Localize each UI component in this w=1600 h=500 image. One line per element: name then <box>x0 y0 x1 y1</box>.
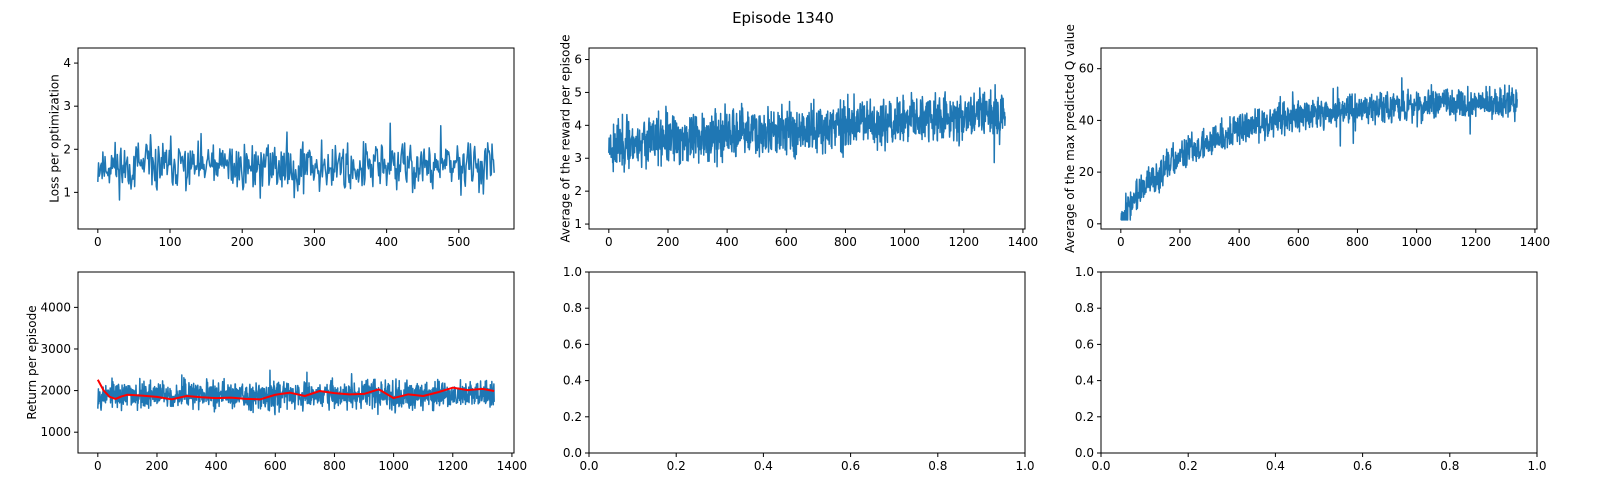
figure-title: Episode 1340 <box>732 9 834 27</box>
x-tick-label: 100 <box>159 235 182 249</box>
y-tick-label: 1000 <box>40 425 71 439</box>
axes-frame <box>77 271 515 454</box>
y-tick-label: 1 <box>63 185 71 199</box>
y-tick-label: 3 <box>574 151 582 165</box>
x-tick-label: 0.0 <box>579 459 598 473</box>
axes-frame <box>1100 271 1538 454</box>
x-tick-label: 1200 <box>437 459 468 473</box>
x-tick-label: 1000 <box>1401 235 1432 249</box>
y-axis-label: Loss per optimization <box>48 74 62 203</box>
y-axis-label: Average of the max predicted Q value <box>1063 24 1077 253</box>
x-tick-label: 0 <box>94 235 102 249</box>
axes-frame <box>588 271 1026 454</box>
x-tick-label: 1400 <box>1008 235 1039 249</box>
x-tick-label: 400 <box>375 235 398 249</box>
y-tick-label: 0.4 <box>563 374 582 388</box>
y-tick-label: 1 <box>574 217 582 231</box>
x-tick-label: 0.8 <box>1440 459 1459 473</box>
y-tick-label: 4 <box>63 56 71 70</box>
x-tick-label: 400 <box>716 235 739 249</box>
y-axis-label: Return per episode <box>25 305 39 419</box>
y-tick-label: 0.8 <box>1075 301 1094 315</box>
x-tick-label: 600 <box>264 459 287 473</box>
y-tick-label: 3000 <box>40 342 71 356</box>
x-tick-label: 0.8 <box>928 459 947 473</box>
series-qvalue-line <box>1120 77 1518 221</box>
x-tick-label: 0.2 <box>1179 459 1198 473</box>
x-tick-label: 400 <box>1228 235 1251 249</box>
y-tick-label: 40 <box>1079 113 1094 127</box>
subplot-empty-1: 0.0 0.2 0.4 0.6 0.8 1.0 0.0 0.2 0.4 0.6 0.8 1.0 <box>563 265 1035 473</box>
x-tick-label: 800 <box>323 459 346 473</box>
y-tick-label: 2 <box>574 184 582 198</box>
y-tick-label: 3 <box>63 99 71 113</box>
y-tick-label: 2 <box>63 142 71 156</box>
y-tick-label: 0.0 <box>563 446 582 460</box>
y-tick-label: 60 <box>1079 62 1094 76</box>
y-tick-label: 0.8 <box>563 301 582 315</box>
y-tick-label: 0.2 <box>1075 410 1094 424</box>
y-tick-label: 2000 <box>40 384 71 398</box>
series-return-average-line <box>96 379 495 401</box>
series-reward-line <box>608 84 1006 173</box>
axes-frame <box>77 47 515 230</box>
x-tick-label: 500 <box>447 235 470 249</box>
x-tick-label: 0.6 <box>841 459 860 473</box>
subplot-empty-2: 0.0 0.2 0.4 0.6 0.8 1.0 0.0 0.2 0.4 0.6 0.8 1.0 <box>1075 265 1547 473</box>
x-tick-label: 0.6 <box>1353 459 1372 473</box>
x-tick-label: 1000 <box>378 459 409 473</box>
x-tick-label: 0.0 <box>1091 459 1110 473</box>
y-tick-label: 1.0 <box>563 265 582 279</box>
y-tick-label: 0.2 <box>563 410 582 424</box>
y-tick-label: 4 <box>574 118 582 132</box>
x-tick-label: 1200 <box>1460 235 1491 249</box>
y-tick-label: 0.0 <box>1075 446 1094 460</box>
x-tick-label: 1200 <box>948 235 979 249</box>
x-tick-label: 800 <box>834 235 857 249</box>
x-tick-label: 800 <box>1346 235 1369 249</box>
x-tick-label: 200 <box>146 459 169 473</box>
x-tick-label: 0 <box>605 235 613 249</box>
subplot-qvalue: 0 200 400 600 800 1000 1200 1400 0 20 40 60Average … <box>1063 24 1550 253</box>
y-tick-label: 4000 <box>40 300 71 314</box>
x-tick-label: 1.0 <box>1527 459 1546 473</box>
x-tick-label: 600 <box>775 235 798 249</box>
x-tick-label: 300 <box>303 235 326 249</box>
x-tick-label: 0.4 <box>1266 459 1285 473</box>
x-tick-label: 200 <box>657 235 680 249</box>
series-loss-line <box>97 122 495 201</box>
y-tick-label: 5 <box>574 85 582 99</box>
x-tick-label: 1000 <box>889 235 920 249</box>
y-axis-label: Average of the reward per episode <box>559 34 573 242</box>
x-tick-label: 0.4 <box>754 459 773 473</box>
y-tick-label: 6 <box>574 53 582 67</box>
x-tick-label: 400 <box>205 459 228 473</box>
x-tick-label: 200 <box>1169 235 1192 249</box>
y-tick-label: 0.4 <box>1075 374 1094 388</box>
x-tick-label: 1.0 <box>1015 459 1034 473</box>
y-tick-label: 0.6 <box>1075 337 1094 351</box>
axes-frame <box>1100 47 1538 230</box>
x-tick-label: 600 <box>1287 235 1310 249</box>
axes-frame <box>588 47 1026 230</box>
x-tick-label: 0 <box>94 459 102 473</box>
x-tick-label: 0 <box>1117 235 1125 249</box>
x-tick-label: 1400 <box>497 459 528 473</box>
x-tick-label: 1400 <box>1520 235 1551 249</box>
y-tick-label: 1.0 <box>1075 265 1094 279</box>
y-tick-label: 0 <box>1086 217 1094 231</box>
y-tick-label: 20 <box>1079 165 1094 179</box>
x-tick-label: 0.2 <box>667 459 686 473</box>
subplot-return: 0 200 400 600 800 1000 1200 1400 1000 2000 3000 400… <box>25 271 528 473</box>
y-tick-label: 0.6 <box>563 337 582 351</box>
x-tick-label: 200 <box>231 235 254 249</box>
